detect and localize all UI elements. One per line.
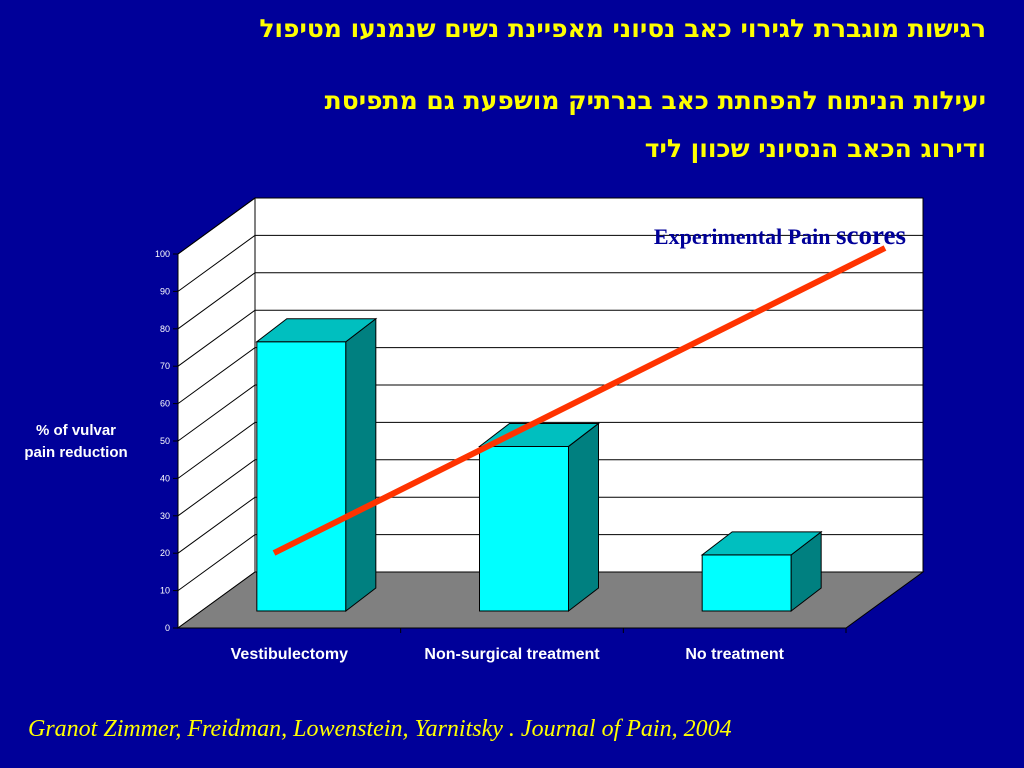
- chart-trend-line: [272, 245, 887, 556]
- bar-side: [568, 422, 599, 613]
- y-tick-label: 80: [160, 324, 170, 334]
- gridline: [177, 534, 923, 592]
- annotation-text-large: scores: [836, 220, 906, 250]
- gridline: [177, 309, 923, 367]
- y-tick-label: 40: [160, 473, 170, 483]
- y-tick-label: 90: [160, 286, 170, 296]
- y-tick-label: 100: [155, 249, 170, 259]
- annotation-text: Experimental Pain: [653, 224, 837, 249]
- gridline: [177, 272, 923, 330]
- y-tick-label: 30: [160, 511, 170, 521]
- y-tick-label: 70: [160, 361, 170, 371]
- bar-top: [700, 531, 823, 556]
- citation: Granot Zimmer, Freidman, Lowenstein, Yar…: [28, 716, 732, 742]
- slide-title-line-1: רגישות מוגברת לגירוי כאב נסיוני מאפיינת …: [259, 14, 986, 43]
- chart-bars: [255, 317, 823, 613]
- bar-front: [256, 341, 347, 612]
- experimental-pain-scores-annotation: Experimental Pain scores: [654, 220, 906, 251]
- bar-side: [345, 317, 377, 613]
- gridline: [177, 459, 923, 517]
- x-category-label: Non-surgical treatment: [424, 646, 600, 663]
- slide-title-line-3: ודירוג הכאב הנסיוני שכוון ליד: [644, 134, 986, 163]
- gridline: [177, 234, 923, 292]
- slide-title-line-2: יעילות הניתוח להפחתת כאב בנרתיק מושפעת ג…: [324, 86, 986, 115]
- x-category-label: Vestibulectomy: [231, 646, 348, 663]
- y-tick-label: 10: [160, 586, 170, 596]
- y-tick-label: 60: [160, 399, 170, 409]
- gridline: [177, 197, 923, 255]
- y-axis-label-line-2: pain reduction: [24, 444, 128, 461]
- y-tick-label: 0: [165, 623, 170, 633]
- gridline: [177, 421, 923, 479]
- y-axis-label: % of vulvar pain reduction: [6, 420, 146, 464]
- chart-axes: 0 10 20 30 40 50 60 70 80 90 100 Vestibulectomy Non-…: [155, 249, 847, 663]
- gridline: [177, 347, 923, 405]
- bar-front: [701, 554, 792, 612]
- x-category-label: No treatment: [685, 646, 784, 663]
- bar-front: [479, 445, 569, 612]
- gridline: [177, 384, 923, 442]
- y-tick-label: 50: [160, 436, 170, 446]
- y-tick-label: 20: [160, 548, 170, 558]
- chart-gridlines: [177, 197, 923, 592]
- bar-top: [255, 318, 378, 343]
- gridline: [177, 496, 923, 554]
- bar-top: [478, 422, 600, 447]
- experimental-pain-trend-line: [272, 245, 887, 556]
- y-axis-label-line-1: % of vulvar: [35, 422, 117, 439]
